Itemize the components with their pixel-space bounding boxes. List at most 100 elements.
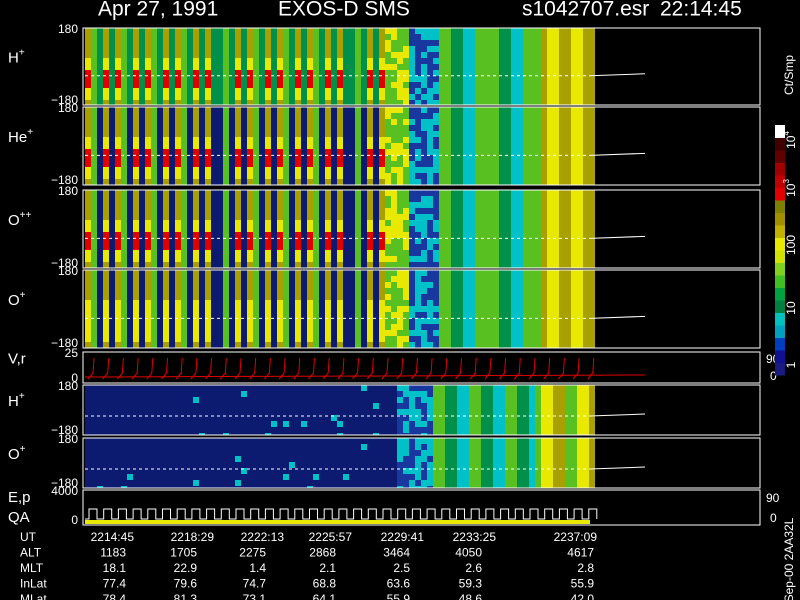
spectrogram-cell <box>583 270 589 276</box>
spectrogram-cell <box>253 220 259 226</box>
spectrogram-cell <box>391 40 397 46</box>
spectrogram-cell <box>115 149 121 155</box>
spectrogram-cell <box>475 173 481 179</box>
spectrogram-cell <box>325 88 331 94</box>
spectrogram-cell <box>145 52 151 58</box>
spectrogram-cell <box>205 143 211 149</box>
spectrogram-cell <box>421 226 427 232</box>
spectrogram-cell <box>271 433 277 435</box>
spectrogram-cell <box>403 208 409 214</box>
spectrogram-cell <box>439 113 445 119</box>
spectrogram-cell <box>529 342 535 348</box>
spectrogram-cell <box>235 208 241 214</box>
spectrogram-cell <box>169 276 175 282</box>
spectrogram-cell <box>535 88 541 94</box>
spectrogram-cell <box>553 190 559 196</box>
spectrogram-cell <box>301 433 307 435</box>
spectrogram-cell <box>115 421 121 427</box>
spectrogram-cell <box>265 208 271 214</box>
spectrogram-cell <box>271 415 277 421</box>
spectrogram-cell <box>235 226 241 232</box>
spectrogram-cell <box>469 179 475 185</box>
spectrogram-cell <box>391 107 397 113</box>
spectrogram-cell <box>571 137 577 143</box>
spectrogram-cell <box>271 149 277 155</box>
spectrogram-cell <box>583 173 589 179</box>
spectrogram-cell <box>553 161 559 167</box>
spectrogram-cell <box>487 262 493 268</box>
spectrogram-cell <box>391 94 397 100</box>
spectrogram-cell <box>289 149 295 155</box>
spectrogram-cell <box>535 226 541 232</box>
spectrogram-cell <box>493 107 499 113</box>
spectrogram-cell <box>463 415 469 421</box>
spectrogram-cell <box>109 113 115 119</box>
spectrogram-cell <box>223 196 229 202</box>
spectrogram-cell <box>229 427 235 433</box>
spectrogram-cell <box>301 300 307 306</box>
spectrogram-cell <box>535 232 541 238</box>
spectrogram-cell <box>199 220 205 226</box>
spectrogram-cell <box>187 433 193 435</box>
spectrogram-cell <box>247 179 253 185</box>
spectrogram-cell <box>565 256 571 262</box>
spectrogram-cell <box>343 330 349 336</box>
spectrogram-cell <box>103 149 109 155</box>
spectrogram-cell <box>517 167 523 173</box>
spectrogram-cell <box>235 300 241 306</box>
spectrogram-cell <box>337 262 343 268</box>
spectrogram-cell <box>199 125 205 131</box>
spectrogram-cell <box>163 137 169 143</box>
spectrogram-cell <box>367 52 373 58</box>
spectrogram-cell <box>295 58 301 64</box>
spectrogram-cell <box>127 415 133 421</box>
spectrogram-cell <box>193 336 199 342</box>
spectrogram-cell <box>145 421 151 427</box>
spectrogram-cell <box>379 220 385 226</box>
spectrogram-cell <box>373 64 379 70</box>
spectrogram-cell <box>367 397 373 403</box>
spectrogram-cell <box>469 125 475 131</box>
spectrogram-cell <box>85 208 91 214</box>
spectrogram-cell <box>307 397 313 403</box>
spectrogram-cell <box>97 318 103 324</box>
spectrogram-cell <box>307 155 313 161</box>
spectrogram-cell <box>349 397 355 403</box>
spectrogram-cell <box>535 244 541 250</box>
spectrogram-cell <box>313 119 319 125</box>
spectrogram-cell <box>241 330 247 336</box>
spectrogram-cell <box>349 94 355 100</box>
spectrogram-cell <box>289 190 295 196</box>
spectrogram-cell <box>361 324 367 330</box>
spectrogram-cell <box>127 161 133 167</box>
spectrogram-cell <box>181 226 187 232</box>
spectrogram-cell <box>409 403 415 409</box>
spectrogram-cell <box>433 421 439 427</box>
spectrogram-cell <box>355 113 361 119</box>
spectrogram-cell <box>385 397 391 403</box>
spectrogram-cell <box>169 282 175 288</box>
spectrogram-cell <box>223 82 229 88</box>
spectrogram-cell <box>325 155 331 161</box>
spectrogram-cell <box>499 312 505 318</box>
spectrogram-cell <box>115 342 121 348</box>
spectrogram-cell <box>511 250 517 256</box>
spectrogram-cell <box>97 76 103 82</box>
spectrogram-cell <box>241 276 247 282</box>
spectrogram-cell <box>409 82 415 88</box>
spectrogram-cell <box>427 276 433 282</box>
spectrogram-cell <box>103 238 109 244</box>
spectrogram-cell <box>547 336 553 342</box>
spectrogram-cell <box>265 113 271 119</box>
spectrogram-cell <box>481 76 487 82</box>
spectrogram-cell <box>493 82 499 88</box>
spectrogram-cell <box>379 58 385 64</box>
spectrogram-cell <box>337 238 343 244</box>
spectrogram-cell <box>187 40 193 46</box>
spectrogram-cell <box>241 342 247 348</box>
spectrogram-cell <box>571 270 577 276</box>
spectrogram-cell <box>199 342 205 348</box>
spectrogram-cell <box>103 34 109 40</box>
spectrogram-cell <box>475 312 481 318</box>
spectrogram-cell <box>133 421 139 427</box>
